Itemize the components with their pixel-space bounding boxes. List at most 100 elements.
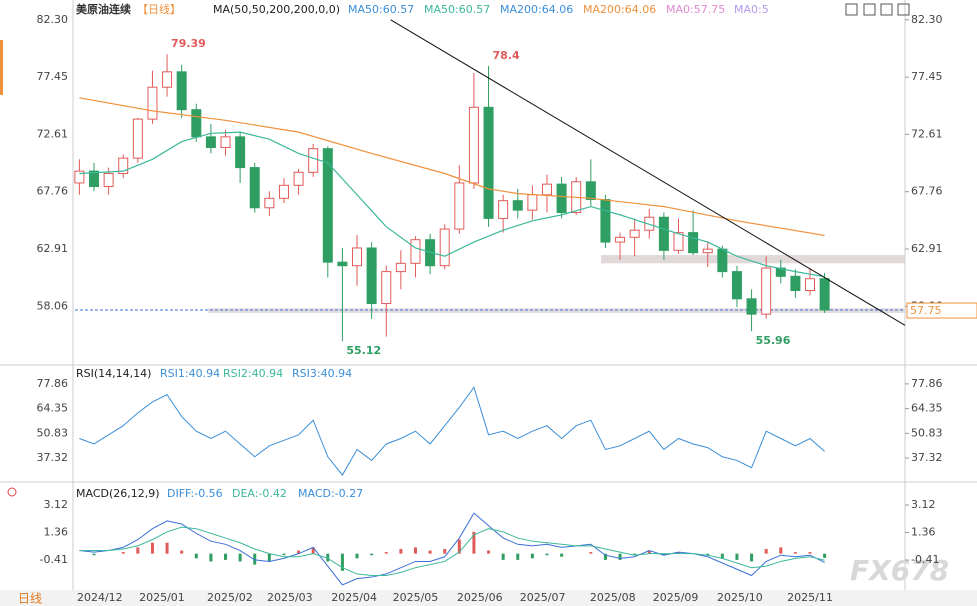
macd-bar (428, 550, 432, 554)
candle-body (205, 136, 216, 148)
macd-bar (121, 552, 125, 554)
macd-bar (662, 553, 666, 556)
y-tick-label: -0.41 (40, 553, 68, 566)
legend-entry: MACD:-0.27 (298, 487, 363, 500)
x-tick-label: 2025/09 (653, 591, 699, 604)
legend-entry: RSI1:40.94 (160, 367, 220, 380)
y-tick-label: 67.76 (37, 185, 69, 198)
extreme-label: 55.96 (756, 334, 791, 347)
x-tick-label: 2025/10 (717, 591, 763, 604)
legend-entry: MA0:57.75 (666, 3, 725, 16)
macd-bar (720, 553, 724, 559)
chart-subtitle: 【日线】 (137, 2, 181, 16)
candle-body (468, 106, 479, 184)
x-tick-label: 2025/01 (139, 591, 185, 604)
macd-bar (326, 553, 330, 562)
candle-body (673, 232, 684, 251)
macd-bar (545, 553, 549, 556)
dea-line (79, 526, 825, 576)
candle-body (176, 71, 187, 111)
candle-body (220, 136, 231, 148)
macd-bar (165, 542, 169, 554)
y-tick-label: 77.86 (37, 377, 69, 390)
macd-bar (618, 553, 622, 560)
y-tick-label: 64.35 (911, 402, 943, 415)
macd-bar (399, 548, 403, 554)
indicator-label: RSI(14,14,14) (76, 367, 151, 380)
y-tick-label: 37.32 (911, 451, 943, 464)
candle-body (805, 278, 816, 292)
price-tag (906, 302, 977, 319)
candle-body (483, 106, 494, 219)
candle-body (381, 271, 392, 305)
candle-body (629, 229, 640, 238)
y-tick-label: 3.12 (911, 498, 936, 511)
macd-bar (808, 552, 812, 554)
candle-body (761, 267, 772, 315)
macd-bar (311, 547, 315, 554)
y-tick-label: -0.41 (911, 553, 939, 566)
y-tick-label: 82.30 (37, 13, 69, 26)
y-tick-label: 58.06 (37, 299, 69, 312)
price-band (601, 255, 905, 264)
candle-body (819, 278, 830, 311)
macd-bar (823, 553, 827, 558)
icon[interactable] (863, 3, 876, 16)
candle-body (512, 200, 523, 211)
candle-body (278, 184, 289, 199)
candle-body (249, 167, 260, 209)
y-tick-label: 62.91 (37, 242, 69, 255)
macd-bar (136, 547, 140, 554)
macd-bar (297, 550, 301, 554)
x-tick-label: 2025/11 (787, 591, 833, 604)
price-band (207, 308, 906, 313)
macd-bar (413, 547, 417, 554)
candle-body (615, 236, 626, 243)
candle-body (658, 216, 669, 251)
candle-body (191, 109, 202, 138)
candle-body (746, 298, 757, 315)
candle-body (118, 157, 129, 174)
x-axis-bar (0, 590, 977, 606)
x-tick-label: 2025/07 (520, 591, 566, 604)
candle-body (585, 181, 596, 201)
candle-body (337, 261, 348, 267)
candle-body (132, 118, 143, 159)
y-tick-label: 50.83 (37, 426, 69, 439)
candle-body (702, 248, 713, 254)
macd-bar (194, 553, 198, 559)
macd-bar (633, 553, 637, 556)
macd-bar (224, 553, 228, 560)
y-tick-label: 77.45 (911, 70, 943, 83)
y-tick-label: 72.61 (37, 127, 69, 140)
candle-body (352, 247, 363, 267)
extreme-label: 55.12 (346, 344, 381, 357)
x-tick-label: 2024/12 (77, 591, 123, 604)
icon[interactable] (845, 3, 858, 16)
macd-bar (384, 552, 388, 554)
candle-body (74, 170, 85, 184)
extreme-label: 79.39 (171, 37, 206, 50)
macd-bar (750, 553, 754, 562)
macd-bar (253, 553, 257, 565)
icon[interactable] (880, 3, 893, 16)
legend-entry: RSI2:40.94 (223, 367, 283, 380)
toolbar-icons (845, 3, 910, 16)
indicator-label: MACD(26,12,9) (76, 487, 160, 500)
y-tick-label: 77.86 (911, 377, 943, 390)
extreme-label: 78.4 (493, 49, 520, 62)
macd-bar (487, 550, 491, 554)
macd-bar (560, 553, 564, 557)
candle-body (600, 199, 611, 243)
candle-body (103, 172, 114, 187)
settings-icon[interactable] (7, 487, 17, 497)
moving-average (79, 131, 825, 278)
macd-bar (238, 553, 242, 562)
period-button[interactable]: 日线 (18, 592, 42, 606)
x-tick-label: 2025/03 (267, 591, 313, 604)
icon[interactable] (897, 3, 910, 16)
candle-body (366, 247, 377, 305)
legend-entry: MA50:60.57 (348, 3, 414, 16)
macd-bar (589, 552, 593, 554)
